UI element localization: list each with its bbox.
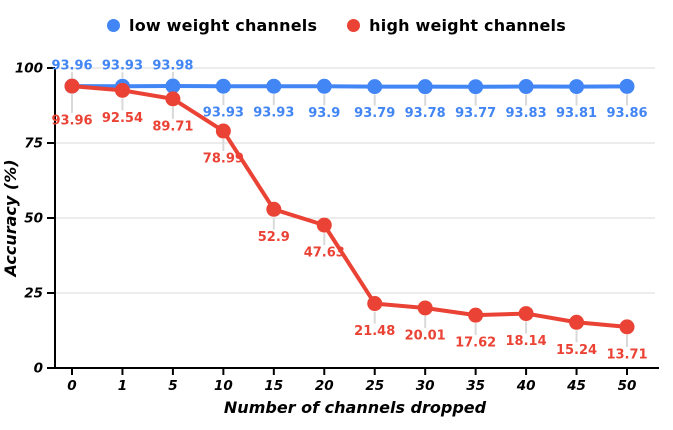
data-point-low-weight-channels-45[interactable] bbox=[569, 79, 585, 95]
data-label: 47.63 bbox=[304, 246, 345, 261]
data-point-low-weight-channels-50[interactable] bbox=[619, 78, 635, 94]
data-point-high-weight-channels-50[interactable] bbox=[619, 319, 635, 335]
series-line-high-weight-channels bbox=[70, 84, 629, 329]
data-point-high-weight-channels-30[interactable] bbox=[417, 300, 433, 316]
data-point-low-weight-channels-5[interactable] bbox=[165, 78, 181, 94]
y-tick-label: 100 bbox=[15, 61, 43, 77]
x-axis-title: Number of channels dropped bbox=[224, 398, 487, 417]
data-point-high-weight-channels-35[interactable] bbox=[468, 307, 484, 323]
data-label: 15.24 bbox=[556, 343, 597, 358]
data-label: 93.93 bbox=[253, 106, 294, 121]
data-label: 93.96 bbox=[51, 114, 92, 129]
data-point-high-weight-channels-1[interactable] bbox=[114, 82, 130, 98]
data-label: 78.99 bbox=[203, 152, 244, 167]
y-tick-label: 50 bbox=[24, 211, 43, 227]
data-point-low-weight-channels-30[interactable] bbox=[417, 79, 433, 95]
data-label: 93.98 bbox=[152, 59, 193, 74]
x-tick-label: 45 bbox=[566, 378, 586, 394]
data-point-high-weight-channels-15[interactable] bbox=[266, 201, 282, 217]
legend-swatch-red-icon bbox=[347, 19, 361, 32]
data-point-low-weight-channels-20[interactable] bbox=[316, 78, 332, 94]
data-label: 93.77 bbox=[455, 106, 496, 121]
x-tick-label: 1 bbox=[118, 378, 127, 394]
legend-item-low-weight-channels[interactable]: low weight channels bbox=[107, 16, 317, 35]
data-label: 93.81 bbox=[556, 106, 597, 121]
data-point-low-weight-channels-25[interactable] bbox=[367, 79, 383, 95]
data-point-high-weight-channels-40[interactable] bbox=[518, 306, 534, 322]
data-label: 21.48 bbox=[354, 324, 395, 339]
y-tick-label: 0 bbox=[34, 361, 43, 377]
data-point-high-weight-channels-10[interactable] bbox=[215, 123, 231, 139]
x-tick-label: 15 bbox=[264, 378, 283, 394]
x-tick-label: 40 bbox=[516, 378, 536, 394]
data-point-low-weight-channels-10[interactable] bbox=[215, 78, 231, 94]
legend-item-high-weight-channels[interactable]: high weight channels bbox=[347, 16, 566, 35]
series-line-low-weight-channels bbox=[70, 84, 629, 89]
data-label: 93.9 bbox=[308, 106, 340, 121]
data-label: 93.86 bbox=[606, 106, 647, 121]
data-label: 92.54 bbox=[102, 111, 143, 126]
legend-label-high-weight-channels: high weight channels bbox=[369, 16, 566, 35]
data-point-low-weight-channels-15[interactable] bbox=[266, 78, 282, 94]
data-point-high-weight-channels-0[interactable] bbox=[64, 78, 80, 94]
x-tick-label: 10 bbox=[214, 378, 233, 394]
data-label: 18.14 bbox=[506, 334, 547, 349]
data-point-high-weight-channels-25[interactable] bbox=[367, 296, 383, 312]
data-label: 17.62 bbox=[455, 336, 496, 351]
data-label: 93.78 bbox=[405, 106, 446, 121]
legend-label-low-weight-channels: low weight channels bbox=[129, 16, 318, 35]
data-point-high-weight-channels-20[interactable] bbox=[316, 217, 332, 233]
data-label: 93.83 bbox=[506, 106, 547, 121]
legend-swatch-blue-icon bbox=[107, 19, 121, 32]
data-point-low-weight-channels-35[interactable] bbox=[468, 79, 484, 95]
data-point-high-weight-channels-5[interactable] bbox=[165, 91, 181, 107]
data-point-high-weight-channels-45[interactable] bbox=[569, 314, 585, 330]
data-label: 89.71 bbox=[152, 119, 193, 134]
data-label: 93.93 bbox=[102, 59, 143, 74]
x-tick-label: 20 bbox=[315, 378, 334, 394]
data-label: 93.93 bbox=[203, 106, 244, 121]
data-label: 13.71 bbox=[606, 347, 647, 362]
x-tick-label: 0 bbox=[67, 378, 76, 394]
y-tick-label: 75 bbox=[24, 136, 43, 152]
data-label: 93.96 bbox=[51, 59, 92, 74]
x-tick-label: 35 bbox=[466, 378, 485, 394]
data-point-low-weight-channels-40[interactable] bbox=[518, 79, 534, 95]
data-label: 93.79 bbox=[354, 106, 395, 121]
legend: low weight channels high weight channels bbox=[0, 16, 673, 35]
data-label: 20.01 bbox=[405, 328, 446, 343]
data-label: 52.9 bbox=[258, 230, 290, 245]
y-axis-title: Accuracy (%) bbox=[1, 159, 20, 278]
x-tick-label: 30 bbox=[416, 378, 435, 394]
x-tick-label: 5 bbox=[168, 378, 177, 394]
x-tick-label: 25 bbox=[365, 378, 384, 394]
x-tick-label: 50 bbox=[618, 378, 637, 394]
y-tick-label: 25 bbox=[24, 286, 43, 302]
